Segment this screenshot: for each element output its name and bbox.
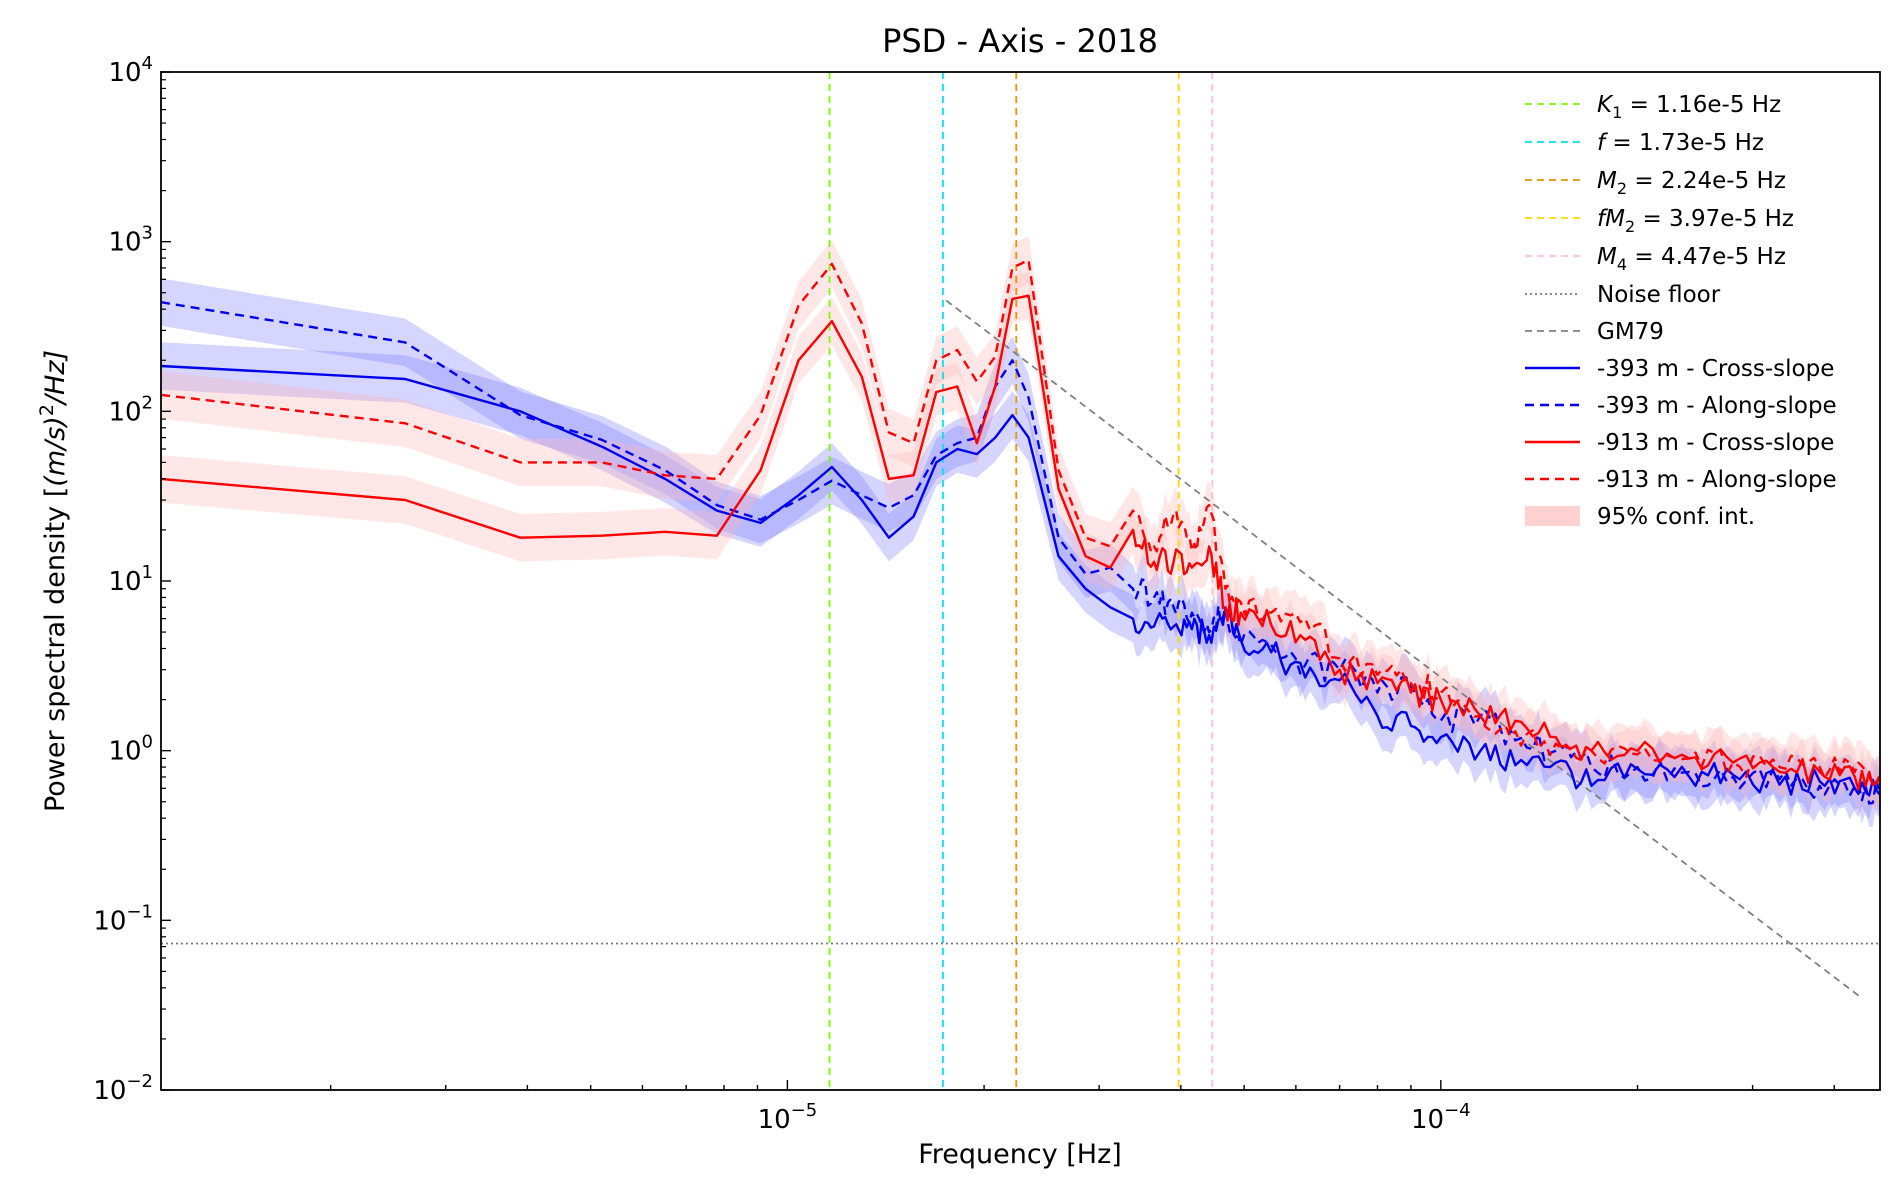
psd-line-1 <box>161 364 1880 797</box>
y-tick-label: 10−2 <box>93 1071 153 1106</box>
legend: K1 = 1.16e-5 Hz f = 1.73e-5 Hz M2 = 2.24e-… <box>1525 92 1837 530</box>
y-tick-label: 101 <box>108 562 153 597</box>
y-tick-label: 100 <box>108 732 153 767</box>
x-tick-label: 10−4 <box>1411 1100 1471 1135</box>
legend-label-gm79: GM79 <box>1597 319 1664 345</box>
x-tick-label: 10−5 <box>758 1100 818 1135</box>
y-axis: 10−2 10−1 100 101 102 103 104 <box>93 53 171 1106</box>
psd-line-4 <box>161 258 1880 787</box>
confidence-band-2 <box>161 278 1880 828</box>
legend-label-conf: 95% conf. int. <box>1597 504 1755 530</box>
y-tick-label: 104 <box>108 53 153 88</box>
legend-swatch-conf <box>1525 506 1580 526</box>
reference-curves <box>161 299 1880 999</box>
legend-label-series-3: -913 m - Cross-slope <box>1597 430 1834 456</box>
y-tick-label: 102 <box>108 392 153 427</box>
legend-label-5: M4 = 4.47e-5 Hz <box>1597 244 1786 274</box>
legend-label-noise: Noise floor <box>1597 282 1721 308</box>
legend-label-series-4: -913 m - Along-slope <box>1597 467 1837 493</box>
legend-label-1: K1 = 1.16e-5 Hz <box>1597 92 1781 122</box>
legend-label-4: fM2 = 3.97e-5 Hz <box>1597 206 1794 236</box>
x-axis: 10−5 10−4 <box>329 1080 1835 1135</box>
legend-label-series-2: -393 m - Along-slope <box>1597 393 1837 419</box>
confidence-band-3 <box>161 272 1880 814</box>
reference-frequency-lines <box>828 72 1214 1090</box>
plot-area <box>161 72 1880 1090</box>
legend-label-series-1: -393 m - Cross-slope <box>1597 356 1834 382</box>
psd-series <box>161 258 1880 805</box>
y-tick-label: 10−1 <box>93 901 153 936</box>
legend-label-3: M2 = 2.24e-5 Hz <box>1597 168 1786 198</box>
y-tick-label: 103 <box>108 223 153 258</box>
legend-label-2: f = 1.73e-5 Hz <box>1597 130 1764 156</box>
psd-line-2 <box>161 301 1880 805</box>
x-axis-label: Frequency [Hz] <box>918 1139 1122 1170</box>
y-axis-label: Power spectral density [(m/s)2/Hz] <box>36 350 71 812</box>
chart-title: PSD - Axis - 2018 <box>882 22 1158 60</box>
